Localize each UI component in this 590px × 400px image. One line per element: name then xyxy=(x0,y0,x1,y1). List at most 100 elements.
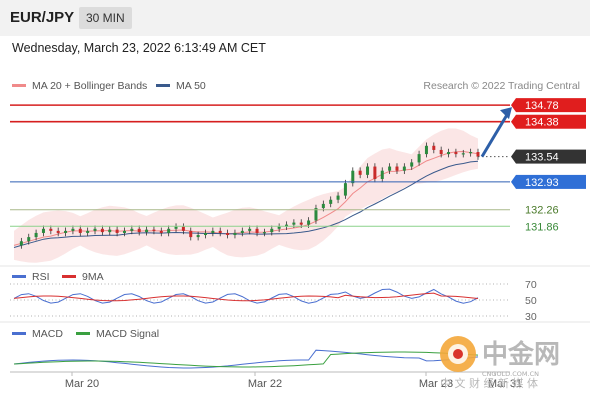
candle-body xyxy=(469,152,473,154)
pivot-label: 132.93 xyxy=(525,177,559,189)
legend-rsi-9ma: 9MA xyxy=(62,271,104,283)
candle-body xyxy=(34,232,38,238)
macd-line xyxy=(13,349,479,369)
legend-macd: MACD xyxy=(12,328,63,340)
candle-body xyxy=(233,232,237,236)
legend-ma50: MA 50 xyxy=(156,80,206,92)
projection-arrow-shaft xyxy=(480,112,510,158)
ma50-line xyxy=(13,160,479,248)
candle-body xyxy=(329,199,333,204)
pivot-label-tip xyxy=(511,174,516,189)
candle-body xyxy=(152,229,156,231)
candle-body xyxy=(78,228,82,233)
candle-body xyxy=(447,152,451,155)
candle-body xyxy=(226,232,230,236)
candle-body xyxy=(255,228,259,233)
candle-body xyxy=(277,226,281,229)
candle-body xyxy=(321,203,325,209)
candle-body xyxy=(64,230,68,233)
copyright-text: Research © 2022 Trading Central xyxy=(423,80,580,92)
candle-body xyxy=(240,230,244,233)
candle-body xyxy=(93,228,97,231)
legend-rsi: RSI xyxy=(12,271,50,283)
legend-swatch-ma50 xyxy=(156,83,170,87)
legend-swatch-ma20 xyxy=(12,83,26,87)
resistance-1-label-box xyxy=(516,98,586,113)
candle-body xyxy=(86,230,90,233)
ma20-line xyxy=(13,150,479,246)
header-bar: EUR/JPY 30 MIN xyxy=(0,0,590,36)
candle-body xyxy=(248,228,252,231)
x-tick-label: Mar 22 xyxy=(248,378,282,390)
candle-body xyxy=(299,222,303,225)
resistance-1-label-tip xyxy=(511,98,516,113)
candle-body xyxy=(292,222,296,225)
legend-swatch-macd xyxy=(12,331,26,335)
candle-body xyxy=(424,145,428,155)
candle-body xyxy=(410,162,414,167)
support-1-label: 132.26 xyxy=(525,205,559,217)
candle-body xyxy=(417,154,421,163)
candle-body xyxy=(122,230,126,233)
candle-body xyxy=(41,228,45,233)
candle-body xyxy=(476,152,480,157)
candle-body xyxy=(27,237,31,242)
macd-signal-line xyxy=(13,351,479,368)
rsi-level-label-30: 30 xyxy=(525,311,537,323)
candle-body xyxy=(203,232,207,236)
resistance-1-label: 134.78 xyxy=(525,100,559,112)
watermark-main: 中金网 xyxy=(482,339,560,370)
report-datetime: Wednesday, March 23, 2022 6:13:49 AM CET xyxy=(12,41,266,55)
candle-body xyxy=(159,230,163,233)
candle-body xyxy=(115,229,119,233)
resistance-2-label-tip xyxy=(511,114,516,129)
watermark-sub: 中 文 财 经 新 媒 体 xyxy=(440,376,538,390)
candle-body xyxy=(439,149,443,155)
candle-body xyxy=(145,229,149,233)
candle-body xyxy=(366,166,370,175)
candle-body xyxy=(388,166,392,171)
candle-body xyxy=(262,232,266,234)
candle-body xyxy=(285,224,289,227)
candle-body xyxy=(196,235,200,238)
candle-body xyxy=(454,152,458,155)
candle-body xyxy=(461,153,465,155)
watermark-logo: 中金网 CNGOLD.COM.CN 中 文 财 经 新 媒 体 xyxy=(440,336,560,390)
candle-body xyxy=(130,228,134,231)
candle-body xyxy=(351,170,355,184)
candle-body xyxy=(218,230,222,233)
candle-body xyxy=(314,208,318,221)
candle-body xyxy=(181,226,185,231)
candle-body xyxy=(100,228,104,233)
projection-arrow-head xyxy=(500,107,512,120)
x-tick-label: Mar 31 xyxy=(488,378,522,390)
candle-body xyxy=(336,195,340,200)
candle-body xyxy=(307,220,311,225)
x-tick-label: Mar 20 xyxy=(65,378,99,390)
rsi-9ma-line xyxy=(13,292,479,302)
candle-body xyxy=(395,166,399,171)
legend-swatch-macd-signal xyxy=(76,331,90,335)
candle-body xyxy=(174,226,178,229)
legend-macd-signal: MACD Signal xyxy=(76,328,159,340)
candle-body xyxy=(189,230,193,238)
rsi-line xyxy=(13,288,479,304)
candle-body xyxy=(167,228,171,233)
timeframe-badge[interactable]: 30 MIN xyxy=(79,7,132,29)
current-price-box xyxy=(516,149,586,164)
resistance-2-label: 134.38 xyxy=(525,117,559,129)
candle-body xyxy=(373,166,377,179)
candle-body xyxy=(49,228,53,231)
candle-body xyxy=(71,228,75,231)
candle-body xyxy=(108,229,112,233)
legend-ma20-bollinger: MA 20 + Bollinger Bands xyxy=(12,80,147,92)
rsi-level-label-50: 50 xyxy=(525,295,537,307)
x-tick-label: Mar 23 xyxy=(419,378,453,390)
bollinger-band xyxy=(14,128,478,263)
currency-pair: EUR/JPY xyxy=(10,9,75,26)
legend-swatch-9ma xyxy=(62,274,76,278)
candle-body xyxy=(432,145,436,150)
resistance-2-label-box xyxy=(516,114,586,129)
candle-body xyxy=(56,230,60,233)
